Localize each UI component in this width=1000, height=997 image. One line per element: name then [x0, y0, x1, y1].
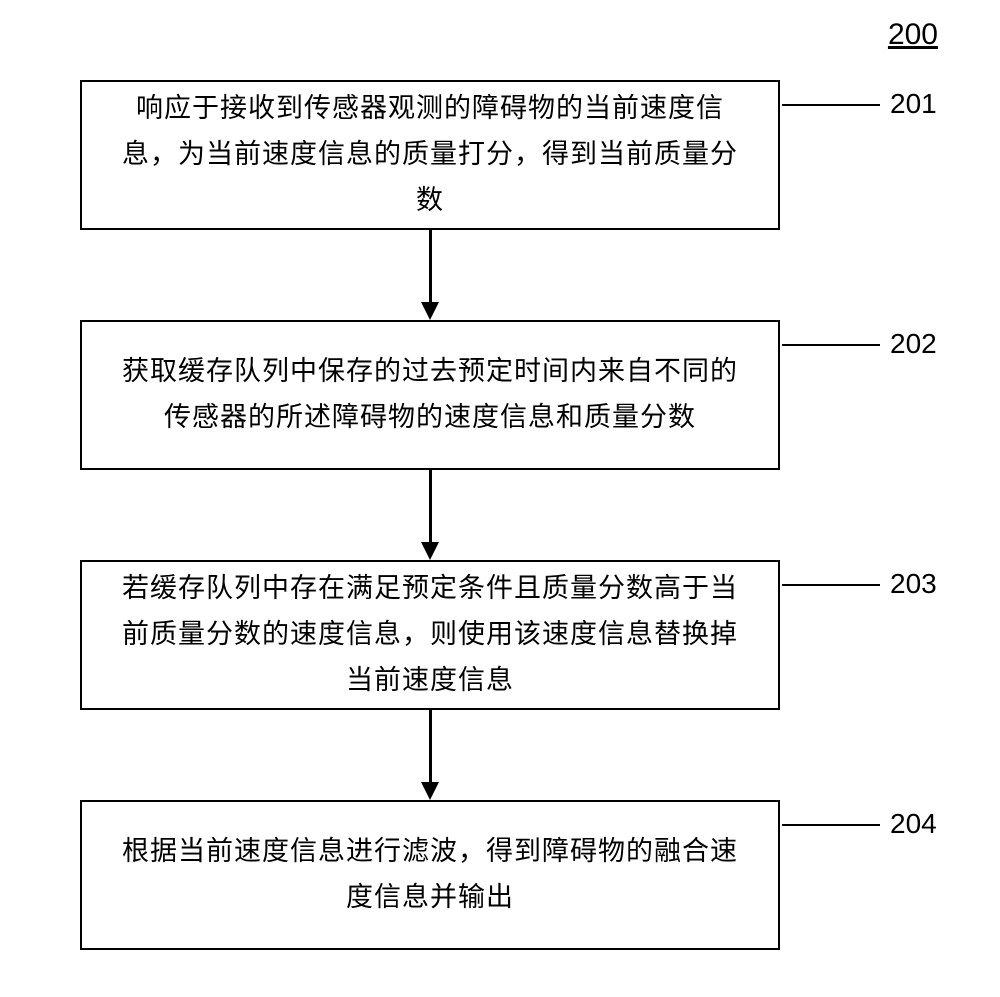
flow-box-201-text: 响应于接收到传感器观测的障碍物的当前速度信息，为当前速度信息的质量打分，得到当前… — [112, 86, 748, 224]
arrow-1-head — [421, 302, 439, 320]
flow-box-204: 根据当前速度信息进行滤波，得到障碍物的融合速度信息并输出 — [80, 800, 780, 950]
step-label-204: 204 — [890, 808, 937, 840]
flow-box-203-text: 若缓存队列中存在满足预定条件且质量分数高于当前质量分数的速度信息，则使用该速度信… — [112, 566, 748, 704]
arrow-3-head — [421, 782, 439, 800]
arrow-1-line — [429, 230, 432, 304]
flow-box-201: 响应于接收到传感器观测的障碍物的当前速度信息，为当前速度信息的质量打分，得到当前… — [80, 80, 780, 230]
step-label-203: 203 — [890, 568, 937, 600]
arrow-2-head — [421, 542, 439, 560]
step-label-202: 202 — [890, 328, 937, 360]
arrow-2-line — [429, 470, 432, 544]
flow-box-202: 获取缓存队列中保存的过去预定时间内来自不同的传感器的所述障碍物的速度信息和质量分… — [80, 320, 780, 470]
leader-204 — [782, 824, 880, 826]
leader-202 — [782, 344, 880, 346]
flow-box-204-text: 根据当前速度信息进行滤波，得到障碍物的融合速度信息并输出 — [112, 829, 748, 921]
arrow-3-line — [429, 710, 432, 784]
figure-number: 200 — [888, 18, 938, 52]
leader-201 — [782, 104, 880, 106]
flow-box-202-text: 获取缓存队列中保存的过去预定时间内来自不同的传感器的所述障碍物的速度信息和质量分… — [112, 349, 748, 441]
leader-203 — [782, 584, 880, 586]
flow-box-203: 若缓存队列中存在满足预定条件且质量分数高于当前质量分数的速度信息，则使用该速度信… — [80, 560, 780, 710]
step-label-201: 201 — [890, 88, 937, 120]
